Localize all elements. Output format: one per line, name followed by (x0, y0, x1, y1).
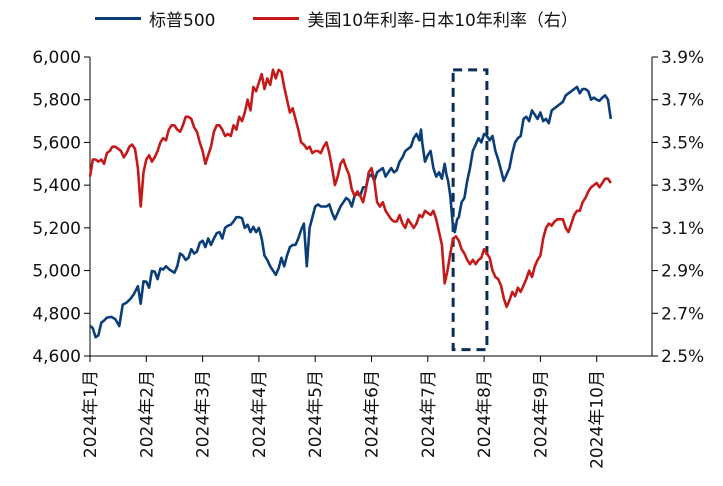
y-right-tick-label: 3.1% (661, 219, 704, 239)
x-tick-label: 2024年7月 (419, 370, 439, 458)
y-right-tick-label: 2.5% (661, 347, 704, 367)
y-right-tick-label: 3.7% (661, 91, 704, 111)
x-tick-label: 2024年6月 (363, 370, 383, 458)
y-left-tick-label: 5,400 (32, 176, 81, 196)
chart-series (88, 68, 613, 339)
x-tick-label: 2024年1月 (81, 370, 101, 458)
legend-label-yield-diff: 美国10年利率-日本10年利率（右） (307, 11, 578, 31)
highlight-box-rect (451, 68, 489, 352)
y-left-tick-label: 5,800 (32, 91, 81, 111)
x-tick-label: 2024年2月 (137, 370, 157, 458)
legend-item-yield-diff: 美国10年利率-日本10年利率（右） (253, 6, 578, 31)
y-left-tick-label: 4,600 (32, 347, 81, 367)
legend-swatch-yield-diff (253, 17, 300, 20)
legend-item-spx: 标普500 (95, 6, 215, 31)
x-tick-label: 2024年9月 (531, 370, 551, 458)
y-left-tick-label: 6,000 (32, 48, 81, 68)
y-left-tick-label: 5,200 (32, 219, 81, 239)
x-tick-label: 2024年4月 (250, 370, 270, 458)
x-tick-label: 2024年5月 (306, 370, 326, 458)
legend-label-spx: 标普500 (149, 11, 216, 31)
x-tick-label: 2024年8月 (475, 370, 495, 458)
series-line-spx (89, 85, 613, 339)
chart-axes: 4,600 4,800 5,000 5,200 5,400 5,600 5,800 6,000… (32, 48, 704, 469)
x-tick-label: 2024年3月 (194, 370, 214, 458)
y-left-tick-label: 4,800 (32, 304, 81, 324)
series-line-yield-diff (88, 68, 612, 309)
y-right-tick-label: 3.9% (661, 48, 704, 68)
y-right-tick-label: 2.9% (661, 262, 704, 282)
y-right-tick-label: 2.7% (661, 304, 704, 324)
y-right-tick-label: 3.3% (661, 176, 704, 196)
legend-swatch-spx (95, 17, 141, 20)
y-left-tick-label: 5,000 (32, 262, 81, 282)
y-left-tick-label: 5,600 (32, 133, 81, 153)
y-right-tick-label: 3.5% (661, 133, 704, 153)
highlight-box (451, 68, 489, 352)
x-tick-label: 2024年10月 (588, 370, 608, 469)
chart-legend: 标普500 美国10年利率-日本10年利率（右） (95, 6, 616, 31)
